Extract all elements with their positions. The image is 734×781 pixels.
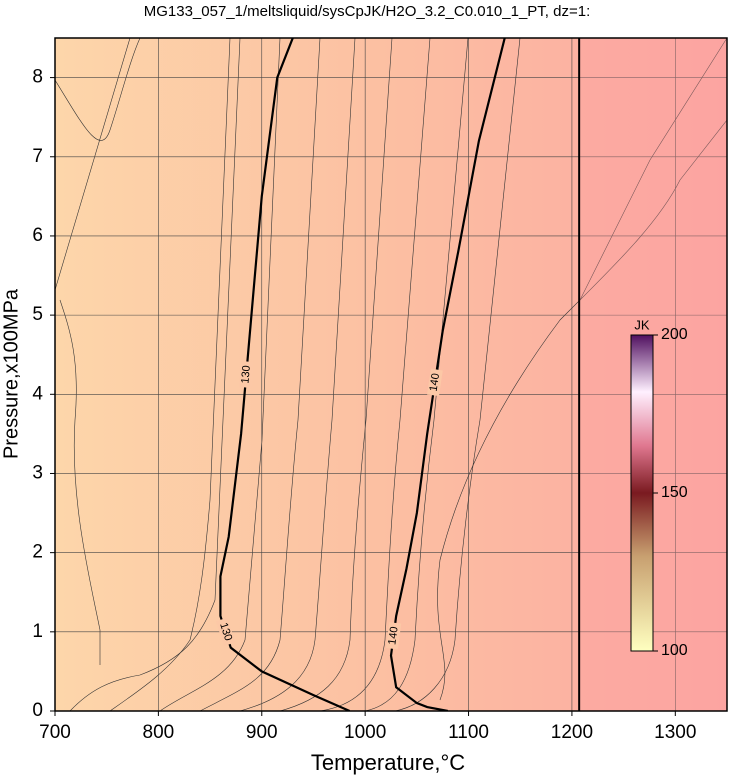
contour-label-bg (215, 617, 236, 647)
contour-label-bg (427, 368, 443, 397)
y-tick-label: 4 (32, 383, 43, 404)
colorbar-tick-label: 150 (661, 484, 688, 501)
contour-label: 130 (239, 365, 253, 384)
plot-area (55, 38, 727, 711)
contour-label-group: 140 (427, 368, 443, 397)
y-tick-label: 2 (32, 542, 43, 563)
y-axis-label: Pressure,x100MPa (0, 288, 22, 459)
plot-frame (54, 37, 728, 712)
y-tick-label: 6 (32, 225, 43, 246)
x-tick-label: 1100 (448, 722, 489, 743)
contour-label-group: 140 (385, 622, 402, 650)
x-tick-label: 800 (143, 722, 175, 743)
contour-label: 130 (217, 621, 234, 642)
contour-label: 140 (386, 626, 400, 646)
x-axis-label: Temperature,°C (311, 750, 465, 775)
y-tick-label: 3 (32, 462, 43, 483)
x-tick-label: 1000 (344, 722, 386, 743)
x-tick-label: 900 (246, 722, 278, 743)
y-tick-label: 0 (32, 700, 43, 721)
contour-line (219, 38, 351, 711)
x-tick-label: 1300 (654, 722, 696, 743)
contour-label-group: 130 (239, 361, 254, 388)
colorbar-tick-label: 100 (661, 642, 688, 659)
colorbar (630, 334, 654, 652)
chart-title: MG133_057_1/meltsliquid/sysCpJK/H2O_3.2_… (144, 3, 591, 20)
colorbar-tick-label: 200 (661, 326, 688, 343)
y-tick-label: 5 (32, 304, 43, 325)
x-tick-label: 1200 (551, 722, 593, 743)
y-tick-label: 7 (32, 146, 43, 167)
contour-label-group: 130 (215, 617, 236, 647)
y-tick-label: 1 (32, 621, 43, 642)
contour-line (389, 38, 506, 711)
thin-contours (55, 38, 727, 711)
colorbar-ticks: 100 150 200 (653, 326, 688, 659)
y-tick-label: 8 (32, 67, 43, 88)
contour-label: 140 (428, 372, 443, 392)
contour-label-bg (385, 622, 402, 650)
contour-label-bg (239, 361, 254, 388)
x-tick-label: 700 (39, 722, 71, 743)
colorbar-label: JK (634, 317, 650, 332)
